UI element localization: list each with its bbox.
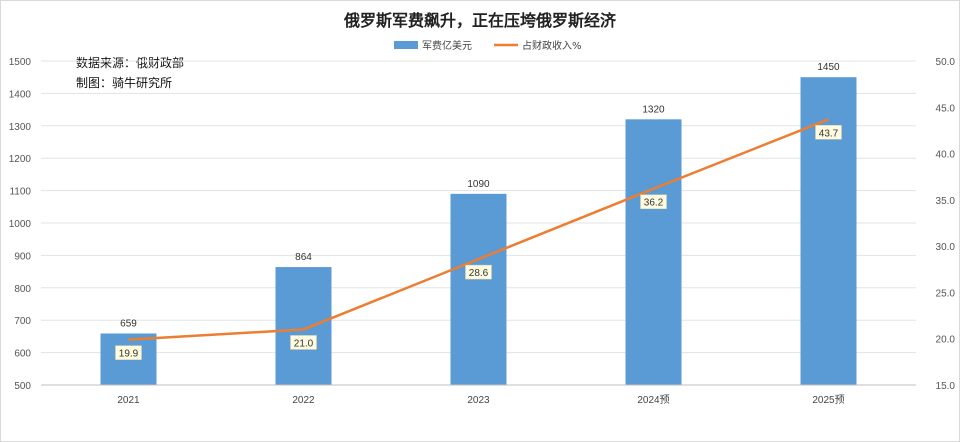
bar xyxy=(450,193,507,385)
line-path xyxy=(128,118,829,341)
line-value-label: 19.9 xyxy=(119,349,139,360)
right-y-axis: 15.0 20.0 25.0 30.0 35.0 40.0 45.0 50.0 xyxy=(936,57,956,392)
right-axis-tick-label: 30.0 xyxy=(936,242,956,253)
right-axis-tick-label: 40.0 xyxy=(936,150,956,161)
line-series xyxy=(128,118,829,341)
right-axis-tick-label: 45.0 xyxy=(936,103,956,114)
right-axis-tick-label: 20.0 xyxy=(936,335,956,346)
bar-value-labels: 659 864 1090 1320 1450 xyxy=(120,62,840,329)
legend-swatch-bar xyxy=(394,41,418,49)
right-axis-tick-label: 15.0 xyxy=(936,381,956,392)
bar-value-label: 1090 xyxy=(467,179,490,190)
bar-value-label: 1320 xyxy=(642,104,665,115)
right-axis-tick-label: 50.0 xyxy=(936,57,956,68)
x-axis: 2021 2022 2023 2024预 2025预 xyxy=(41,384,916,406)
left-axis-tick-label: 1400 xyxy=(9,89,32,100)
x-axis-category-label: 2023 xyxy=(467,395,490,406)
bar xyxy=(625,119,682,385)
line-value-label-box xyxy=(115,345,142,360)
right-axis-tick-label: 35.0 xyxy=(936,196,956,207)
line-value-label: 28.6 xyxy=(469,268,489,279)
left-axis-tick-label: 1300 xyxy=(9,122,32,133)
legend-label-bar: 军费亿美元 xyxy=(422,39,472,52)
left-axis-tick-label: 1000 xyxy=(9,219,32,230)
left-y-axis: 500 600 700 800 900 1000 1100 1200 1300 1400 1500 xyxy=(9,57,32,392)
chart-title: 俄罗斯军费飙升，正在压垮俄罗斯经济 xyxy=(343,11,617,30)
bar-value-label: 864 xyxy=(295,252,312,263)
line-value-label-box xyxy=(465,264,492,280)
source-line-2: 制图：骑牛研究所 xyxy=(76,75,172,90)
bar xyxy=(800,77,857,385)
x-axis-category-label: 2021 xyxy=(117,395,140,406)
legend-label-line: 占财政收入% xyxy=(522,39,582,52)
line-value-label-box xyxy=(290,335,317,350)
bar-value-label: 1450 xyxy=(817,62,840,73)
left-axis-tick-label: 500 xyxy=(14,381,31,392)
left-axis-tick-label: 1500 xyxy=(9,57,32,68)
left-axis-tick-label: 1100 xyxy=(9,187,31,198)
left-axis-tick-label: 800 xyxy=(14,284,31,295)
left-axis-tick-label: 600 xyxy=(14,349,31,360)
x-axis-category-label: 2024预 xyxy=(637,394,669,406)
line-value-label: 43.7 xyxy=(819,128,839,139)
bar xyxy=(275,267,332,385)
source-line-1: 数据来源：俄财政部 xyxy=(76,55,184,70)
left-axis-tick-label: 1200 xyxy=(9,154,32,165)
left-axis-tick-label: 700 xyxy=(14,316,31,327)
legend: 军费亿美元 占财政收入% xyxy=(394,39,582,52)
line-value-label-box xyxy=(815,125,842,140)
bar-series xyxy=(100,77,857,385)
source-note: 数据来源：俄财政部 制图：骑牛研究所 xyxy=(76,55,184,90)
bar-value-label: 659 xyxy=(120,318,137,329)
left-axis-tick-label: 900 xyxy=(14,251,31,262)
x-axis-category-label: 2025预 xyxy=(812,394,844,406)
line-value-label-box xyxy=(640,194,667,209)
line-value-labels: 19.9 21.0 28.6 36.2 43.7 xyxy=(115,125,842,360)
x-axis-category-label: 2022 xyxy=(292,395,315,406)
right-axis-tick-label: 25.0 xyxy=(936,288,956,299)
line-value-label: 36.2 xyxy=(644,198,664,209)
line-value-label: 21.0 xyxy=(294,338,314,349)
